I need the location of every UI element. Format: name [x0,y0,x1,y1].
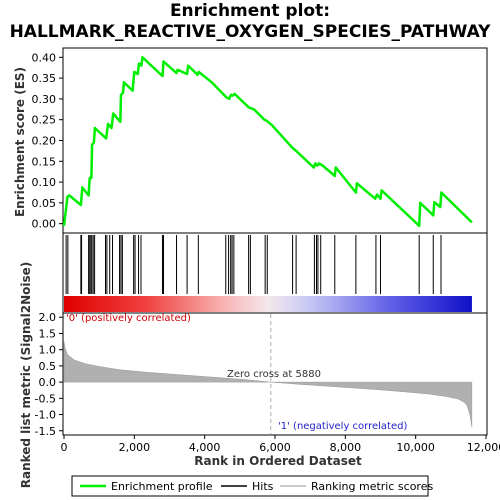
metric-y-axis: 2.0 1.5 1.0 0.5 0.0 -0.5 -1.0 -1.5 [35,311,63,438]
chart-title-line2: HALLMARK_REACTIVE_OXYGEN_SPECIES_PATHWAY [9,22,491,42]
es-tick-label: 0.25 [32,114,57,127]
legend: Enrichment profile Hits Ranking metric sco… [80,480,433,493]
legend-label: Hits [252,480,274,493]
metric-tick-label: -0.5 [35,392,56,405]
es-tick-label: 0.35 [32,72,57,85]
metric-tick-label: 2.0 [39,311,57,324]
x-tick-label: 8,000 [330,441,362,454]
metric-area-fill [63,341,473,428]
hit-lines [65,235,442,294]
es-profile-line [62,56,473,228]
metric-tick-label: 1.0 [39,344,57,357]
rank-gradient-bar [64,296,472,312]
x-tick-label: 10,000 [396,441,435,454]
metric-tick-label: 0.5 [39,360,57,373]
es-tick-label: 0.40 [32,51,57,64]
es-tick-label: 0.00 [32,218,57,231]
x-tick-label: 12,000 [467,441,500,454]
metric-tick-label: 1.5 [39,327,57,340]
zero-cross-label: Zero cross at 5880 [227,369,321,380]
es-ticks: 0.00 0.05 0.10 0.15 0.20 0.25 0.30 0.35 0.40 [32,51,63,231]
es-tick-label: 0.20 [32,135,57,148]
metric-tick-label: 0.0 [39,376,57,389]
x-tick-label: 2,000 [119,441,151,454]
legend-label: Ranking metric scores [311,480,433,493]
x-axis-label: Rank in Ordered Dataset [194,454,362,468]
es-ylabel: Enrichment score (ES) [13,67,27,217]
es-tick-label: 0.05 [32,197,57,210]
es-tick-label: 0.15 [32,155,57,168]
legend-box [71,475,429,497]
x-tick-label: 6,000 [259,441,291,454]
metric-tick-label: -1.0 [35,409,56,422]
pos-label: '0' (positively correlated) [66,313,191,324]
metric-ylabel: Ranked list metric (Signal2Noise) [19,262,33,489]
x-tick-label: 4,000 [189,441,221,454]
neg-label: '1' (negatively correlated) [278,421,407,432]
es-tick-label: 0.10 [32,176,57,189]
es-profile [62,56,473,228]
metric-area [63,314,473,434]
metric-tick-label: -1.5 [35,425,56,438]
legend-label: Enrichment profile [111,480,213,493]
x-tick-label: 0 [61,441,68,454]
chart-title-line1: Enrichment plot: [169,1,331,21]
es-tick-label: 0.30 [32,93,57,106]
x-axis: 0 2,000 4,000 6,000 8,000 10,000 12,000 [61,435,500,454]
